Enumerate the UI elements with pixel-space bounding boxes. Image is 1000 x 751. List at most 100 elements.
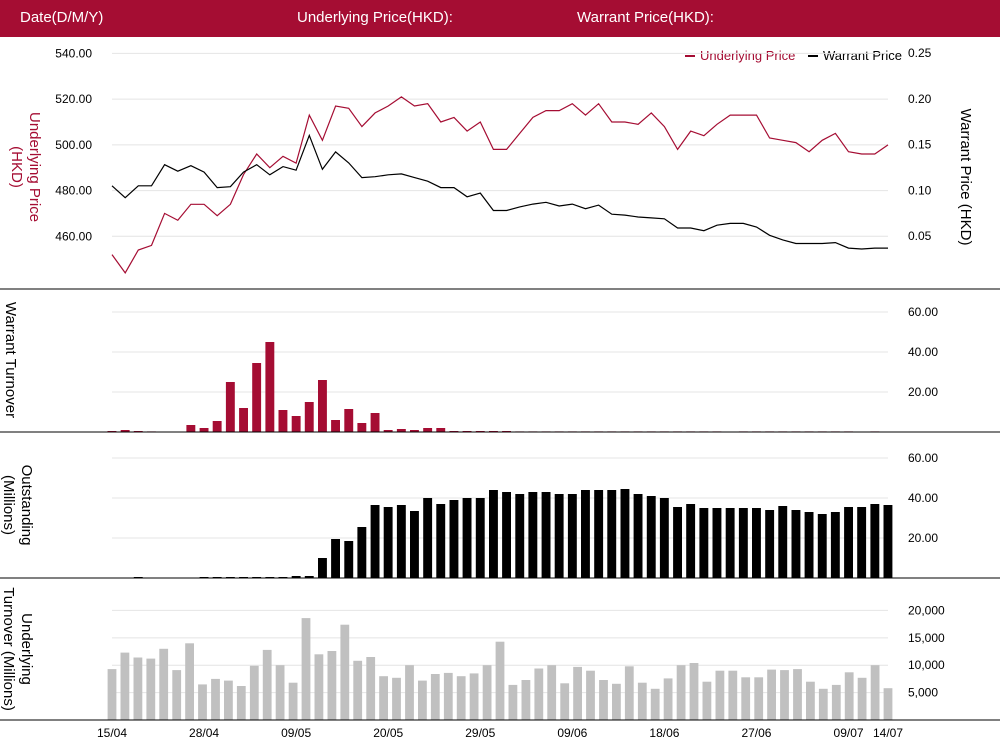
bar [392, 677, 401, 720]
bar [357, 527, 367, 578]
y-left-tick-label: 540.00 [55, 46, 92, 60]
bar [370, 505, 380, 578]
y-left-tick-label: 460.00 [55, 229, 92, 243]
bar [637, 682, 647, 720]
bar [318, 558, 327, 578]
x-tick-label: 15/04 [97, 726, 127, 740]
warrant-price-label: Warrant Price(HKD): [577, 9, 714, 26]
y-left-tick-label: 500.00 [55, 138, 92, 152]
bar [870, 665, 880, 720]
bar [318, 380, 327, 432]
bar [340, 624, 350, 720]
bar [650, 688, 660, 720]
bar [236, 686, 246, 720]
bar [599, 680, 608, 720]
bar [462, 498, 472, 578]
outstanding-panel: 60.00 40.00 20.00 [112, 451, 938, 578]
x-tick-label: 27/06 [741, 726, 771, 740]
warrant-turnover-panel: 60.00 40.00 20.00 [107, 305, 938, 432]
bar [469, 673, 479, 720]
bar [712, 508, 722, 578]
bar [728, 670, 738, 720]
bar [475, 498, 485, 578]
bar [456, 676, 466, 720]
underlying-price-axis-title: Underlying Price(HKD) [8, 112, 43, 222]
y-tick-label: 40.00 [908, 345, 938, 359]
bar [767, 669, 776, 720]
bar [857, 677, 867, 720]
bar [715, 670, 725, 720]
bar [554, 494, 564, 578]
bar [107, 669, 117, 720]
bar [541, 492, 551, 578]
bar [673, 507, 682, 578]
bar [396, 505, 406, 578]
bar [410, 430, 419, 432]
bar [304, 402, 314, 432]
outstanding-axis-title: Outstanding(Millions) [0, 465, 35, 546]
underlying-turnover-panel: 20,000 15,000 10,000 5,000 [107, 603, 945, 720]
bar [370, 413, 380, 432]
bar [560, 683, 570, 720]
bar [482, 665, 492, 720]
bar [676, 665, 686, 720]
bar [410, 511, 419, 578]
y-tick-label: 15,000 [908, 631, 945, 645]
bar [159, 648, 169, 720]
bar [844, 507, 853, 578]
bar [883, 688, 893, 720]
legend-underlying-label: Underlying Price [700, 48, 795, 63]
bar [383, 507, 393, 578]
bar [702, 681, 712, 720]
bar [199, 428, 209, 432]
bar [831, 684, 841, 720]
bar [725, 508, 735, 578]
bar [502, 492, 511, 578]
bar [288, 682, 298, 720]
bar [607, 490, 617, 578]
bar [366, 657, 376, 720]
y-tick-label: 5,000 [908, 686, 938, 700]
bar [133, 657, 143, 720]
bar [327, 651, 337, 720]
y-tick-label: 20.00 [908, 385, 938, 399]
bar [752, 508, 761, 578]
bar [396, 429, 406, 432]
bar [857, 507, 867, 578]
bar [186, 425, 196, 432]
bar [172, 670, 182, 720]
x-tick-label: 20/05 [373, 726, 403, 740]
bar [844, 672, 854, 720]
bar [436, 428, 446, 432]
underlying-turnover-axis-title: UnderlyingTurnover (Millions) [0, 587, 35, 711]
x-tick-label: 28/04 [189, 726, 219, 740]
warrant-turnover-axis-title: Warrant Turnover(Millions) [0, 302, 19, 418]
bar [120, 652, 130, 720]
bar [301, 618, 311, 720]
bar [291, 576, 301, 578]
y-right-tick-label: 0.05 [908, 229, 932, 243]
bar [275, 665, 285, 720]
legend-warrant-label: Warrant Price [823, 48, 902, 63]
bar [508, 684, 518, 720]
bar [418, 680, 427, 720]
y-right-tick-label: 0.20 [908, 92, 932, 106]
bar [120, 430, 130, 432]
bar [225, 382, 235, 432]
x-tick-label: 14/07 [873, 726, 903, 740]
bar [817, 514, 827, 578]
y-right-tick-label: 0.25 [908, 46, 932, 60]
y-tick-label: 60.00 [908, 451, 938, 465]
bar [741, 677, 751, 720]
bar [331, 420, 340, 432]
date-label: Date(D/M/Y) [20, 9, 104, 26]
bar [778, 506, 788, 578]
bar [353, 660, 363, 720]
bar [495, 641, 505, 720]
bar [423, 428, 433, 432]
bar [212, 421, 222, 432]
bar [567, 494, 577, 578]
bar [534, 668, 544, 720]
bar [804, 512, 814, 578]
price-panel: 540.00 520.00 500.00 480.00 460.00 0.25 0.20 0.… [55, 46, 932, 275]
